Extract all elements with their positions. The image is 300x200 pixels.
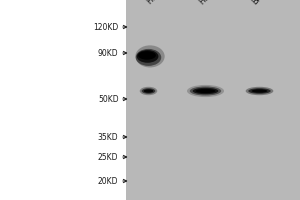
Text: HepG2: HepG2: [145, 0, 171, 6]
Ellipse shape: [144, 89, 153, 93]
Text: 35KD: 35KD: [98, 132, 118, 142]
Text: 20KD: 20KD: [98, 176, 119, 186]
Text: 50KD: 50KD: [98, 95, 118, 104]
Ellipse shape: [196, 89, 215, 93]
Text: 120KD: 120KD: [93, 22, 118, 31]
Ellipse shape: [142, 88, 155, 94]
Text: Brain: Brain: [250, 0, 272, 6]
Ellipse shape: [187, 85, 224, 97]
Text: 90KD: 90KD: [98, 48, 118, 58]
Ellipse shape: [193, 88, 218, 94]
Ellipse shape: [248, 88, 271, 94]
Ellipse shape: [252, 89, 267, 93]
Text: Heart: Heart: [198, 0, 220, 6]
Ellipse shape: [246, 87, 273, 95]
Ellipse shape: [140, 87, 157, 95]
Ellipse shape: [190, 86, 221, 96]
Ellipse shape: [138, 51, 156, 60]
Bar: [126, 0, 300, 200]
Ellipse shape: [137, 50, 158, 63]
Ellipse shape: [135, 45, 165, 67]
Text: 25KD: 25KD: [98, 152, 119, 162]
Ellipse shape: [136, 49, 161, 66]
